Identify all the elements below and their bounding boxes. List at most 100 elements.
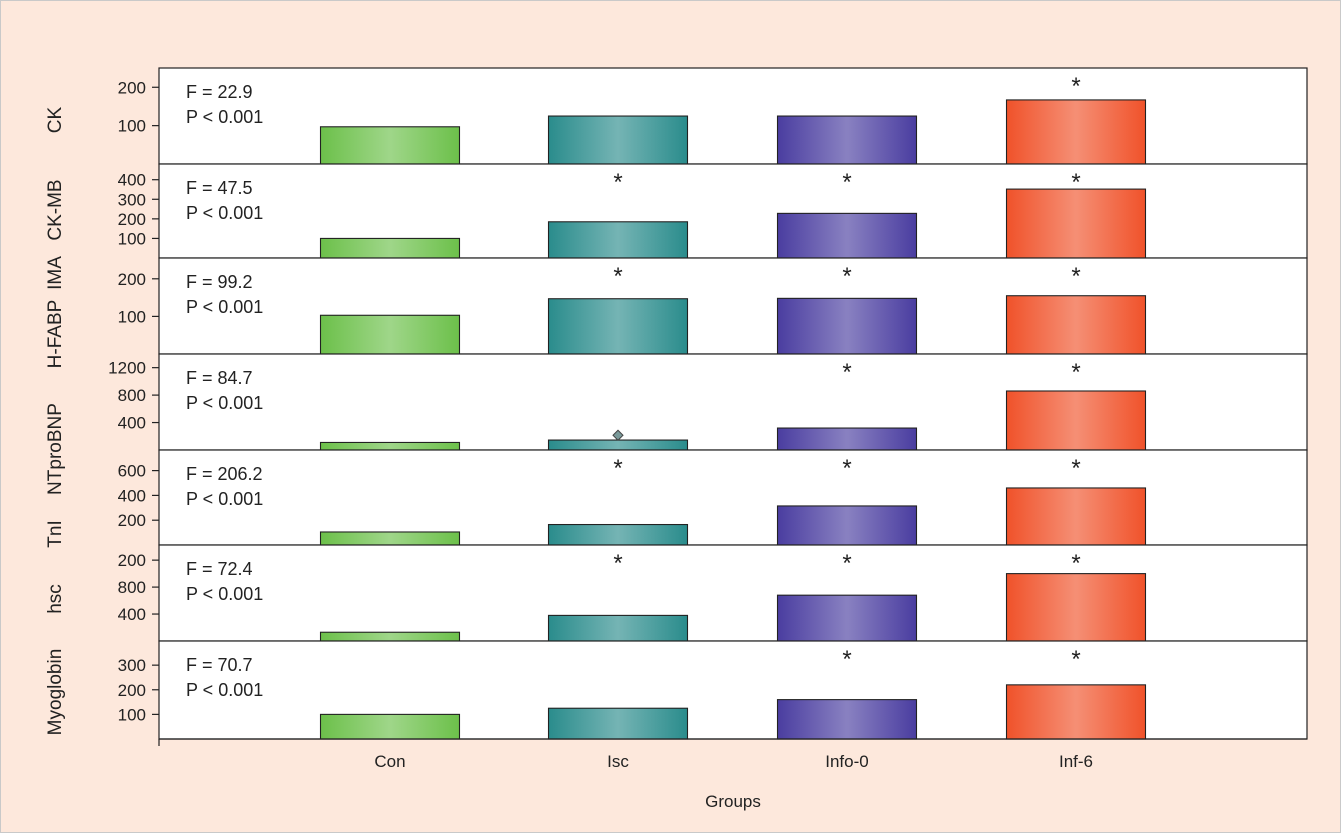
- p-value: P < 0.001: [186, 584, 263, 604]
- panel-3: 100 200 * * * F = 99.2 P < 0.001: [118, 257, 1308, 355]
- significance-star: *: [842, 359, 851, 386]
- y-tick-label: 200: [118, 551, 146, 570]
- p-value: P < 0.001: [186, 107, 263, 127]
- significance-star: *: [842, 455, 851, 482]
- bar-info-0: [776, 297, 918, 355]
- bar-con: [319, 531, 461, 546]
- y-tick-label: 300: [118, 190, 146, 209]
- bar-info-0: [776, 505, 918, 546]
- y-axis-label-ima: IMA: [45, 256, 66, 290]
- y-tick-label: 600: [118, 462, 146, 481]
- bar-info-0: [776, 594, 918, 642]
- y-axis-label-tni: TnI: [45, 520, 66, 547]
- y-tick-label: 100: [118, 705, 146, 724]
- bar-inf-6: [1005, 295, 1147, 355]
- p-value: P < 0.001: [186, 297, 263, 317]
- y-tick-label: 200: [118, 511, 146, 530]
- p-value: P < 0.001: [186, 489, 263, 509]
- significance-star: *: [842, 550, 851, 577]
- outlier-marker: [612, 429, 624, 441]
- y-tick-label: 200: [118, 270, 146, 289]
- panel-1: 100 200 * F = 22.9 P < 0.001: [118, 67, 1308, 165]
- x-axis-title: Groups: [705, 792, 761, 811]
- bar-con: [319, 713, 461, 740]
- bar-inf-6: [1005, 573, 1147, 642]
- significance-star: *: [1071, 550, 1080, 577]
- panel-4: 400 800 1200 * * F = 84.7 P < 0.001: [108, 353, 1308, 451]
- bar-con: [319, 441, 461, 451]
- significance-star: *: [1071, 263, 1080, 290]
- panel-5: 200 400 600 * * * F = 206.2 P < 0.001: [118, 449, 1308, 546]
- y-tick-label: 300: [118, 656, 146, 675]
- bar-con: [319, 314, 461, 355]
- significance-star: *: [1071, 169, 1080, 196]
- bar-info-0: [776, 427, 918, 451]
- y-tick-label: 400: [118, 171, 146, 190]
- bar-inf-6: [1005, 99, 1147, 165]
- f-statistic: F = 47.5: [186, 178, 253, 198]
- x-tick-label: Inf-6: [1059, 752, 1093, 771]
- f-statistic: F = 99.2: [186, 272, 253, 292]
- significance-star: *: [613, 263, 622, 290]
- y-tick-label: 100: [118, 117, 146, 136]
- significance-star: *: [842, 263, 851, 290]
- y-axis-label-myoglobin: Myoglobin: [45, 649, 66, 736]
- y-axis-label-hsc: hsc: [45, 584, 66, 614]
- p-value: P < 0.001: [186, 203, 263, 223]
- panel-7: 100 200 300 * * F = 70.7 P < 0.001: [118, 640, 1308, 740]
- bar-con: [319, 237, 461, 259]
- significance-star: *: [1071, 73, 1080, 100]
- y-tick-label: 400: [118, 486, 146, 505]
- x-tick-label: Con: [374, 752, 405, 771]
- bar-isc: [547, 523, 689, 546]
- y-tick-label: 200: [118, 210, 146, 229]
- y-tick-label: 200: [118, 78, 146, 97]
- y-axis-label-ck-mb: CK-MB: [45, 179, 66, 240]
- bar-inf-6: [1005, 684, 1147, 740]
- f-statistic: F = 72.4: [186, 559, 253, 579]
- x-tick-label: Isc: [607, 752, 629, 771]
- bar-inf-6: [1005, 188, 1147, 259]
- significance-star: *: [1071, 359, 1080, 386]
- p-value: P < 0.001: [186, 680, 263, 700]
- bar-isc: [547, 707, 689, 740]
- bar-info-0: [776, 115, 918, 165]
- y-tick-label: 400: [118, 414, 146, 433]
- panel-6: 400 800 200 * * * F = 72.4 P < 0.001: [118, 544, 1308, 642]
- y-axis-label-h-fabp: H-FABP: [45, 300, 66, 369]
- bar-info-0: [776, 212, 918, 259]
- y-axis-label-ck: CK: [45, 106, 66, 133]
- significance-star: *: [842, 646, 851, 673]
- y-tick-label: 100: [118, 229, 146, 248]
- x-axis: Con Isc Info-0 Inf-6: [158, 738, 1307, 771]
- bar-isc: [547, 614, 689, 642]
- bar-inf-6: [1005, 487, 1147, 546]
- y-tick-label: 400: [118, 605, 146, 624]
- bar-isc: [547, 439, 689, 451]
- y-axis-label-ntprobnp: NTproBNP: [45, 403, 66, 495]
- p-value: P < 0.001: [186, 393, 263, 413]
- bar-inf-6: [1005, 390, 1147, 451]
- bar-info-0: [776, 699, 918, 740]
- bar-con: [319, 631, 461, 642]
- significance-star: *: [842, 169, 851, 196]
- y-tick-label: 100: [118, 307, 146, 326]
- significance-star: *: [613, 169, 622, 196]
- y-tick-label: 800: [118, 578, 146, 597]
- y-tick-label: 800: [118, 386, 146, 405]
- f-statistic: F = 84.7: [186, 368, 253, 388]
- y-axis-labels: CK CK-MB IMA H-FABP NTproBNP TnI hsc Myoglobin: [45, 106, 66, 735]
- f-statistic: F = 70.7: [186, 655, 253, 675]
- significance-star: *: [613, 455, 622, 482]
- significance-star: *: [613, 550, 622, 577]
- y-tick-label: 1200: [108, 359, 146, 378]
- x-tick-label: Info-0: [825, 752, 868, 771]
- f-statistic: F = 22.9: [186, 82, 253, 102]
- bar-con: [319, 126, 461, 165]
- significance-star: *: [1071, 646, 1080, 673]
- y-tick-label: 200: [118, 681, 146, 700]
